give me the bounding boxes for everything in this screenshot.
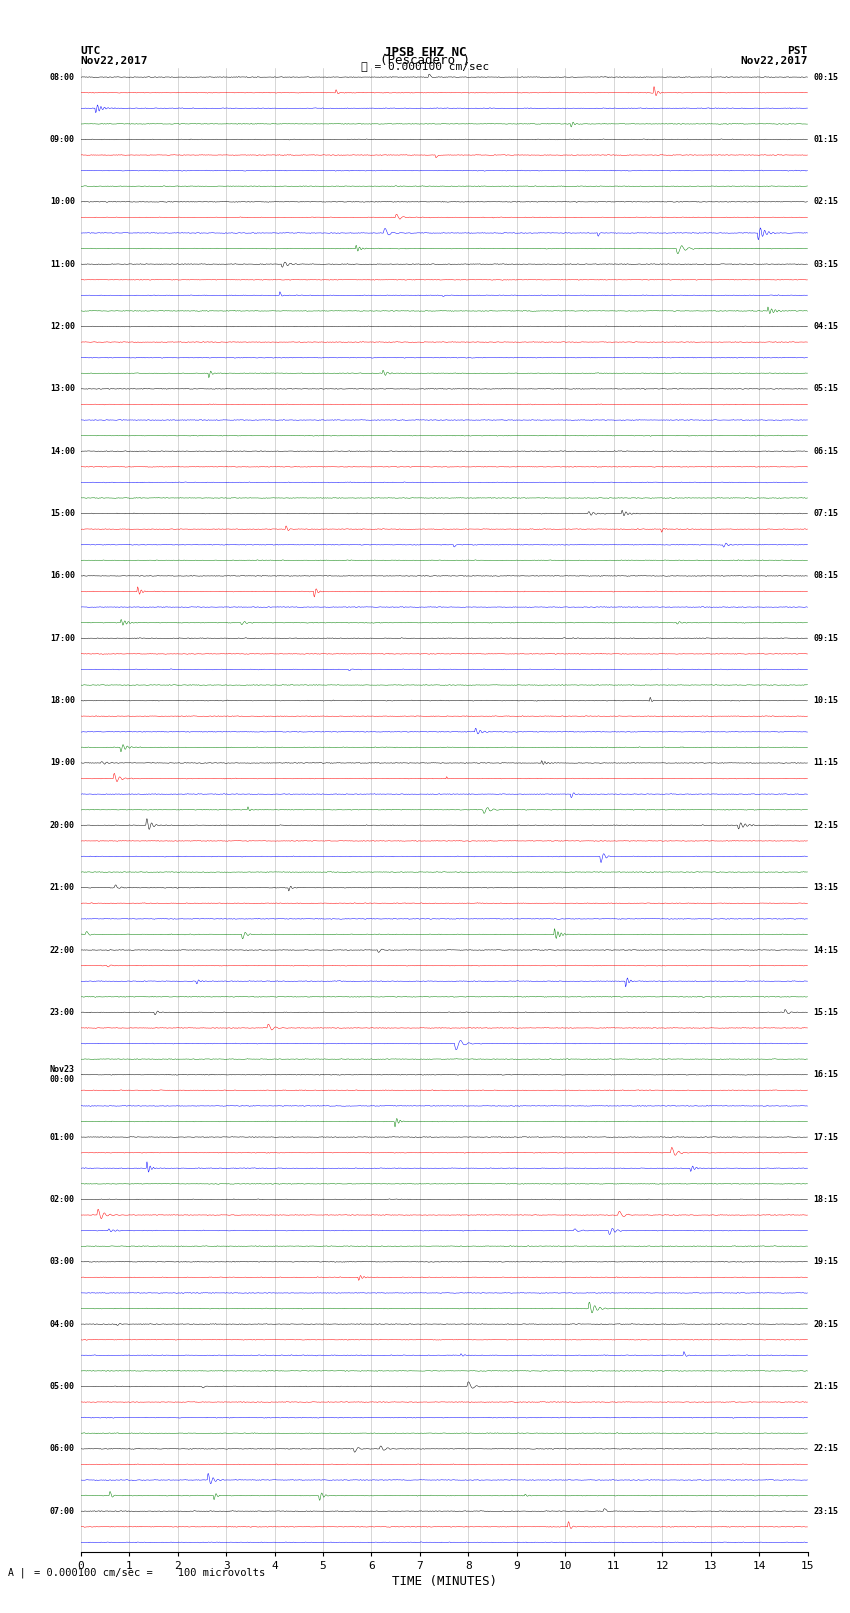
Text: UTC: UTC (81, 47, 101, 56)
Text: = 0.000100 cm/sec =    100 microvolts: = 0.000100 cm/sec = 100 microvolts (34, 1568, 265, 1578)
Text: 03:15: 03:15 (813, 260, 838, 269)
Text: 00:15: 00:15 (813, 73, 838, 82)
Text: 01:15: 01:15 (813, 135, 838, 144)
Text: 22:00: 22:00 (50, 945, 75, 955)
Text: 14:15: 14:15 (813, 945, 838, 955)
Text: 08:00: 08:00 (50, 73, 75, 82)
Text: 10:00: 10:00 (50, 197, 75, 206)
Text: 17:00: 17:00 (50, 634, 75, 642)
Text: 20:15: 20:15 (813, 1319, 838, 1329)
X-axis label: TIME (MINUTES): TIME (MINUTES) (392, 1574, 496, 1587)
Text: 13:00: 13:00 (50, 384, 75, 394)
Text: 10:15: 10:15 (813, 697, 838, 705)
Text: 12:00: 12:00 (50, 323, 75, 331)
Text: 11:15: 11:15 (813, 758, 838, 768)
Text: 22:15: 22:15 (813, 1444, 838, 1453)
Text: PST: PST (787, 47, 808, 56)
Text: 15:00: 15:00 (50, 510, 75, 518)
Text: 23:15: 23:15 (813, 1507, 838, 1516)
Text: 01:00: 01:00 (50, 1132, 75, 1142)
Text: 16:00: 16:00 (50, 571, 75, 581)
Text: 23:00: 23:00 (50, 1008, 75, 1016)
Text: 07:15: 07:15 (813, 510, 838, 518)
Text: 06:15: 06:15 (813, 447, 838, 456)
Text: 12:15: 12:15 (813, 821, 838, 829)
Text: A |: A | (8, 1568, 26, 1579)
Text: Nov22,2017: Nov22,2017 (740, 56, 808, 66)
Text: Nov23
00:00: Nov23 00:00 (50, 1065, 75, 1084)
Text: 13:15: 13:15 (813, 884, 838, 892)
Text: 16:15: 16:15 (813, 1069, 838, 1079)
Text: 11:00: 11:00 (50, 260, 75, 269)
Text: 09:15: 09:15 (813, 634, 838, 642)
Text: 14:00: 14:00 (50, 447, 75, 456)
Text: 21:00: 21:00 (50, 884, 75, 892)
Text: Nov22,2017: Nov22,2017 (81, 56, 148, 66)
Text: 18:00: 18:00 (50, 697, 75, 705)
Text: 04:00: 04:00 (50, 1319, 75, 1329)
Text: 19:00: 19:00 (50, 758, 75, 768)
Text: 17:15: 17:15 (813, 1132, 838, 1142)
Text: 07:00: 07:00 (50, 1507, 75, 1516)
Text: 19:15: 19:15 (813, 1257, 838, 1266)
Text: 02:15: 02:15 (813, 197, 838, 206)
Text: 18:15: 18:15 (813, 1195, 838, 1203)
Text: (Pescadero ): (Pescadero ) (380, 53, 470, 66)
Text: 05:00: 05:00 (50, 1382, 75, 1390)
Text: 06:00: 06:00 (50, 1444, 75, 1453)
Text: 08:15: 08:15 (813, 571, 838, 581)
Text: 03:00: 03:00 (50, 1257, 75, 1266)
Text: 20:00: 20:00 (50, 821, 75, 829)
Text: 15:15: 15:15 (813, 1008, 838, 1016)
Text: 02:00: 02:00 (50, 1195, 75, 1203)
Text: JPSB EHZ NC: JPSB EHZ NC (383, 45, 467, 58)
Text: 04:15: 04:15 (813, 323, 838, 331)
Text: 09:00: 09:00 (50, 135, 75, 144)
Text: 05:15: 05:15 (813, 384, 838, 394)
Text: ⏐ = 0.000100 cm/sec: ⏐ = 0.000100 cm/sec (361, 61, 489, 71)
Text: 21:15: 21:15 (813, 1382, 838, 1390)
